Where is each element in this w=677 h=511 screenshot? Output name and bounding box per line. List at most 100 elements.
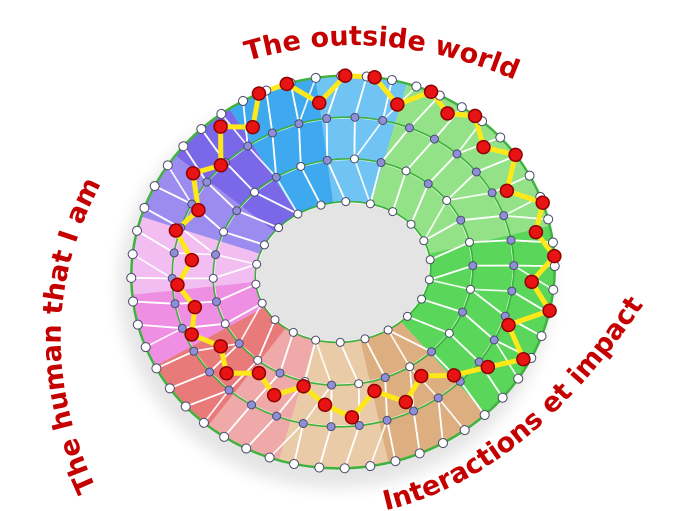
red-node[interactable] xyxy=(524,274,539,290)
node[interactable] xyxy=(468,261,478,271)
red-node[interactable] xyxy=(467,108,483,124)
node[interactable] xyxy=(211,250,221,260)
node[interactable] xyxy=(360,334,370,344)
node[interactable] xyxy=(275,368,285,378)
red-node[interactable] xyxy=(413,368,429,384)
node[interactable] xyxy=(401,166,411,176)
node[interactable] xyxy=(456,215,466,225)
red-node[interactable] xyxy=(184,252,200,268)
node[interactable] xyxy=(220,319,230,329)
node[interactable] xyxy=(365,199,375,209)
node[interactable] xyxy=(164,383,175,394)
node[interactable] xyxy=(189,346,199,356)
node[interactable] xyxy=(224,385,234,395)
node[interactable] xyxy=(311,335,321,345)
node[interactable] xyxy=(339,463,350,474)
node[interactable] xyxy=(169,248,179,258)
node[interactable] xyxy=(259,240,269,250)
node[interactable] xyxy=(170,299,180,309)
node[interactable] xyxy=(495,132,506,143)
red-node[interactable] xyxy=(279,76,295,92)
node[interactable] xyxy=(429,134,439,144)
red-node[interactable] xyxy=(311,95,327,111)
node[interactable] xyxy=(178,141,189,152)
sector-blue-light[interactable] xyxy=(315,65,423,209)
red-node[interactable] xyxy=(191,202,206,218)
red-node[interactable] xyxy=(251,86,267,101)
node[interactable] xyxy=(459,425,470,436)
node[interactable] xyxy=(127,249,138,260)
node[interactable] xyxy=(509,261,519,271)
red-node[interactable] xyxy=(245,119,261,135)
sector-purple-dark[interactable] xyxy=(170,101,299,244)
node[interactable] xyxy=(132,319,143,330)
node[interactable] xyxy=(289,458,300,469)
node[interactable] xyxy=(414,448,425,459)
node[interactable] xyxy=(402,311,412,321)
node[interactable] xyxy=(386,75,397,86)
node[interactable] xyxy=(219,227,229,237)
node[interactable] xyxy=(383,325,393,335)
node[interactable] xyxy=(140,342,151,353)
node[interactable] xyxy=(489,335,499,345)
red-node[interactable] xyxy=(508,147,523,163)
node[interactable] xyxy=(437,438,448,449)
sector-red[interactable] xyxy=(149,305,298,432)
red-node[interactable] xyxy=(170,277,185,293)
node[interactable] xyxy=(417,294,427,304)
red-node[interactable] xyxy=(446,368,462,383)
node[interactable] xyxy=(198,417,209,428)
node[interactable] xyxy=(316,200,326,210)
node[interactable] xyxy=(243,141,253,151)
red-node[interactable] xyxy=(440,106,455,121)
node[interactable] xyxy=(322,113,332,123)
node[interactable] xyxy=(419,236,429,246)
node[interactable] xyxy=(216,108,227,119)
node[interactable] xyxy=(196,124,207,135)
node[interactable] xyxy=(380,373,390,383)
node[interactable] xyxy=(288,327,298,337)
node[interactable] xyxy=(253,355,263,365)
node[interactable] xyxy=(139,202,150,213)
node[interactable] xyxy=(404,123,414,133)
node[interactable] xyxy=(234,339,244,349)
node[interactable] xyxy=(349,154,359,164)
node[interactable] xyxy=(272,411,282,421)
node[interactable] xyxy=(274,223,284,233)
node[interactable] xyxy=(378,116,388,126)
node[interactable] xyxy=(219,431,230,442)
node[interactable] xyxy=(411,81,422,92)
node[interactable] xyxy=(365,461,376,472)
sector-purple-light[interactable] xyxy=(133,143,277,269)
node[interactable] xyxy=(499,211,509,221)
node[interactable] xyxy=(457,307,467,317)
node[interactable] xyxy=(452,149,462,159)
red-node[interactable] xyxy=(219,366,234,381)
node[interactable] xyxy=(474,357,484,367)
red-node[interactable] xyxy=(213,119,228,134)
red-node[interactable] xyxy=(344,410,360,425)
node[interactable] xyxy=(205,367,215,377)
node[interactable] xyxy=(162,160,173,171)
node[interactable] xyxy=(247,400,257,410)
node[interactable] xyxy=(354,421,364,431)
red-node[interactable] xyxy=(367,383,382,399)
node[interactable] xyxy=(335,337,345,347)
red-node[interactable] xyxy=(317,397,333,413)
red-node[interactable] xyxy=(535,195,550,210)
node[interactable] xyxy=(314,462,325,473)
node[interactable] xyxy=(294,119,304,129)
red-node[interactable] xyxy=(516,351,531,367)
node[interactable] xyxy=(296,161,306,171)
red-node[interactable] xyxy=(337,68,353,83)
red-node[interactable] xyxy=(168,223,184,238)
sector-green[interactable] xyxy=(391,225,576,424)
node[interactable] xyxy=(326,422,336,432)
red-node[interactable] xyxy=(480,359,496,375)
node[interactable] xyxy=(354,379,364,389)
node[interactable] xyxy=(132,225,143,236)
node[interactable] xyxy=(382,415,392,425)
node[interactable] xyxy=(464,237,474,247)
node[interactable] xyxy=(406,219,416,229)
red-node[interactable] xyxy=(213,158,229,173)
